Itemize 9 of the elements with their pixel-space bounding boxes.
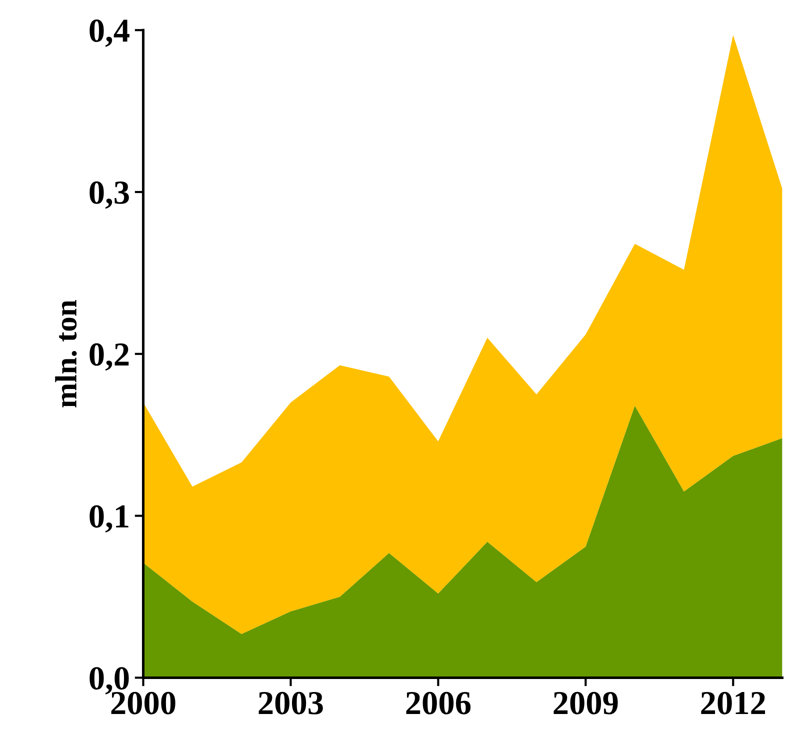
y-tick-label: 0,4 [90, 20, 130, 47]
y-axis-title: mln. ton [55, 300, 77, 408]
x-tick-label: 2012 [701, 692, 766, 714]
x-tick-label: 2003 [258, 692, 323, 714]
y-tick-label: 0,3 [90, 181, 129, 209]
x-tick-label: 2009 [554, 692, 618, 714]
y-tick-label: 0,2 [90, 343, 129, 371]
y-tick-label: 0,1 [90, 505, 128, 533]
x-tick-label: 2006 [406, 692, 471, 714]
